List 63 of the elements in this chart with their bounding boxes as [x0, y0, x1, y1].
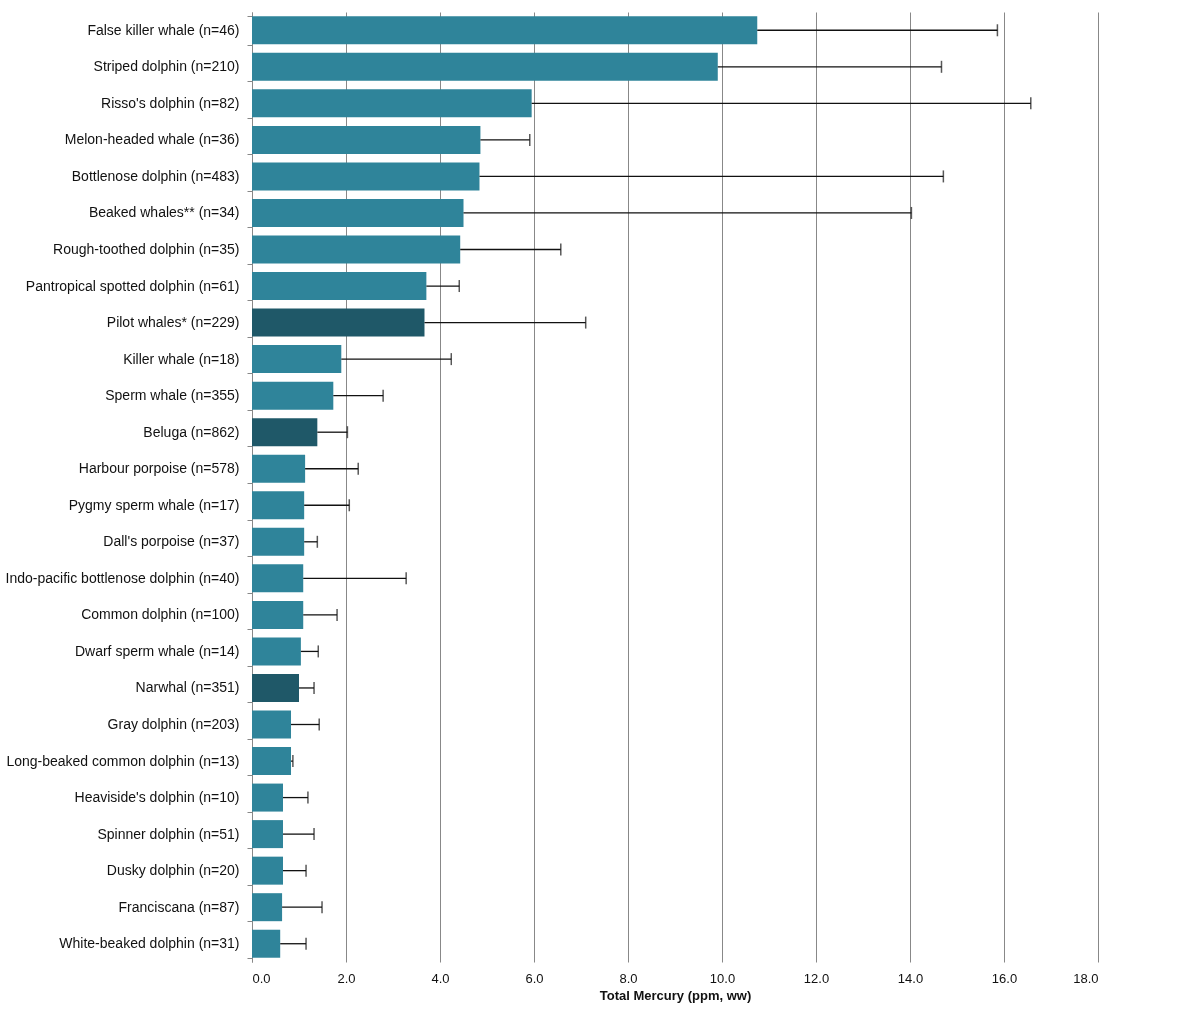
y-tick-label: Spinner dolphin (n=51) — [97, 825, 240, 842]
y-tick-label: Franciscana (n=87) — [118, 898, 240, 915]
bar — [252, 89, 532, 118]
y-tick-label: Risso's dolphin (n=82) — [101, 94, 240, 111]
y-tick-label: Harbour porpoise (n=578) — [78, 460, 240, 477]
bar — [252, 783, 284, 812]
x-tick-label: 14.0 — [897, 970, 924, 986]
y-tick-label: Narwhal (n=351) — [135, 679, 240, 696]
bar — [252, 381, 334, 410]
bar — [252, 418, 318, 447]
bar — [252, 345, 342, 374]
x-tick-label: 2.0 — [337, 970, 356, 986]
x-tick-label: 0.0 — [252, 970, 271, 986]
bar — [252, 198, 464, 227]
y-tick-label: Beaked whales** (n=34) — [88, 204, 240, 221]
bar — [252, 162, 480, 191]
y-tick-label: Killer whale (n=18) — [123, 350, 240, 367]
x-tick-label: 10.0 — [709, 970, 736, 986]
bar — [252, 308, 425, 337]
y-tick-label: False killer whale (n=46) — [87, 21, 240, 38]
bar — [252, 673, 299, 702]
x-tick-label: 4.0 — [431, 970, 450, 986]
y-tick-label: Indo-pacific bottlenose dolphin (n=40) — [5, 569, 240, 586]
y-tick-label: Striped dolphin (n=210) — [93, 58, 240, 75]
y-tick-label: Dall's porpoise (n=37) — [103, 533, 240, 550]
bar — [252, 235, 461, 264]
y-tick-label: Beluga (n=862) — [143, 423, 240, 440]
bar — [252, 564, 304, 593]
x-axis-title: Total Mercury (ppm, ww) — [599, 987, 752, 1003]
bar — [252, 454, 306, 483]
bar — [252, 125, 481, 154]
y-tick-label: Dusky dolphin (n=20) — [106, 862, 240, 879]
bar — [252, 491, 305, 520]
bar — [252, 747, 292, 776]
bar — [252, 820, 284, 849]
y-tick-label: Pilot whales* (n=229) — [106, 314, 240, 331]
bar — [252, 52, 718, 81]
bar — [252, 893, 283, 922]
y-tick-label: Sperm whale (n=355) — [105, 387, 240, 404]
x-tick-label: 6.0 — [525, 970, 544, 986]
bar — [252, 527, 305, 556]
y-tick-label: Common dolphin (n=100) — [81, 606, 240, 623]
y-tick-label: Pantropical spotted dolphin (n=61) — [25, 277, 240, 294]
y-tick-label: Long-beaked common dolphin (n=13) — [6, 752, 240, 769]
x-tick-label: 18.0 — [1073, 970, 1099, 986]
y-tick-label: White-beaked dolphin (n=31) — [59, 935, 240, 952]
y-tick-label: Pygmy sperm whale (n=17) — [68, 496, 240, 513]
bar — [252, 600, 304, 629]
bar — [252, 710, 292, 739]
y-tick-label: Dwarf sperm whale (n=14) — [74, 642, 240, 659]
y-tick-label: Gray dolphin (n=203) — [107, 716, 240, 732]
x-tick-label: 12.0 — [803, 970, 830, 986]
y-tick-label: Rough-toothed dolphin (n=35) — [53, 241, 240, 257]
bar — [252, 929, 281, 958]
bar — [252, 856, 284, 885]
bar — [252, 16, 758, 45]
x-tick-label: 16.0 — [991, 970, 1018, 986]
bar — [252, 637, 301, 666]
bar — [252, 272, 427, 301]
y-tick-label: Heaviside's dolphin (n=10) — [74, 789, 240, 806]
y-tick-label: Bottlenose dolphin (n=483) — [71, 167, 240, 184]
x-tick-label: 8.0 — [619, 970, 638, 986]
y-tick-label: Melon-headed whale (n=36) — [64, 131, 240, 148]
